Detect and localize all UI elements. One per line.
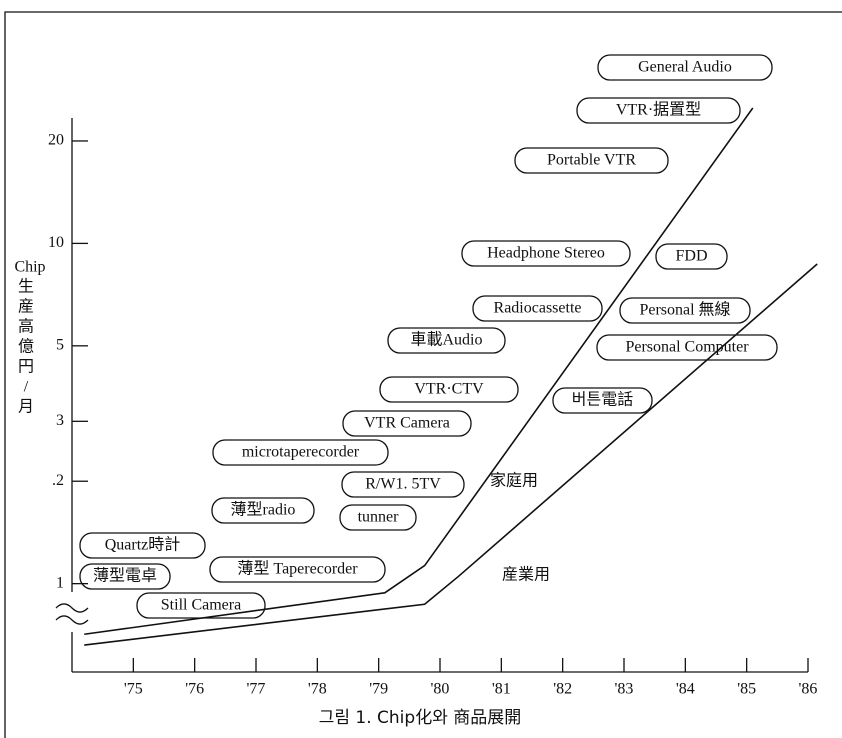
x-tick-label: '78 [308,681,327,698]
series-label: 家庭用 [490,472,538,490]
annotation: Radiocassette [494,300,582,317]
annotation: Quartz時計 [105,536,181,554]
x-tick-label: '84 [676,681,695,698]
annotation: VTR·CTV [414,381,484,398]
x-tick-label: '86 [799,681,818,698]
annotation-box [387,327,506,354]
caption: 그림 1. Chip化와 商品展開 [319,708,522,728]
x-tick-label: '85 [737,681,756,698]
annotation-box [472,295,603,322]
annotation-box [79,532,206,559]
annotation-box [576,97,741,124]
annotation: General Audio [638,59,732,76]
annotation: 薄型電卓 [93,567,157,585]
x-tick-label: '81 [492,681,511,698]
annotation: VTR Camera [364,415,450,432]
annotation: 버튼電話 [572,391,633,409]
x-tick-label: '75 [124,681,143,698]
y-axis-label: 生 [18,278,34,296]
annotation-box [211,497,315,524]
annotation: R/W1. 5TV [365,476,441,493]
annotation: 薄型 Taperecorder [237,560,358,578]
series-line [84,263,818,646]
annotation: 薄型radio [231,501,296,519]
annotation: Headphone Stereo [487,245,605,262]
x-tick-label: '76 [185,681,204,698]
annotation: microtaperecorder [242,444,360,461]
y-axis-label: 高 [18,318,34,336]
annotation-box [209,556,386,583]
annotation-box [552,387,653,414]
annotation: VTR·据置型 [616,101,701,119]
annotation-box [514,147,669,174]
annotation: Personal 無線 [639,301,730,319]
axis-break [55,603,89,625]
y-tick-label: 10 [48,234,64,251]
annotation-box [597,54,773,81]
y-tick-label: 3 [56,412,64,429]
x-tick-label: '79 [369,681,388,698]
annotation-box [136,592,266,619]
y-tick-label: 20 [48,132,64,149]
y-axis-label: Chip [14,259,45,276]
y-axis-label: / [24,379,29,396]
y-tick-label: 1 [56,574,64,591]
y-axis-label: 円 [18,359,34,376]
annotation-box [342,410,472,437]
annotation: tunner [358,509,400,526]
y-axis-label: 億 [18,338,34,356]
frame [4,11,842,738]
y-tick-label: .2 [52,472,64,489]
y-tick-label: 5 [56,337,64,354]
series-label: 産業用 [502,566,550,584]
y-axis-label: 月 [18,399,34,416]
annotation: Portable VTR [547,152,636,169]
annotation-box [212,439,389,466]
annotation: Personal Computer [625,339,749,356]
annotation-box [619,297,751,324]
annotation: FDD [675,248,707,265]
annotation-box [461,240,631,267]
x-tick-label: '77 [247,681,266,698]
annotation-box [596,334,778,361]
annotation: 車載Audio [410,331,482,349]
y-axis-label: 産 [18,298,34,316]
series-line [84,107,754,636]
x-tick-label: '80 [431,681,450,698]
annotation-box [341,471,465,498]
annotation-box [339,504,417,531]
annotation-box [79,563,171,590]
x-tick-label: '83 [615,681,634,698]
x-tick-label: '82 [553,681,572,698]
annotation-box [655,243,728,270]
annotation: Still Camera [161,597,241,614]
annotation-box [379,376,519,403]
